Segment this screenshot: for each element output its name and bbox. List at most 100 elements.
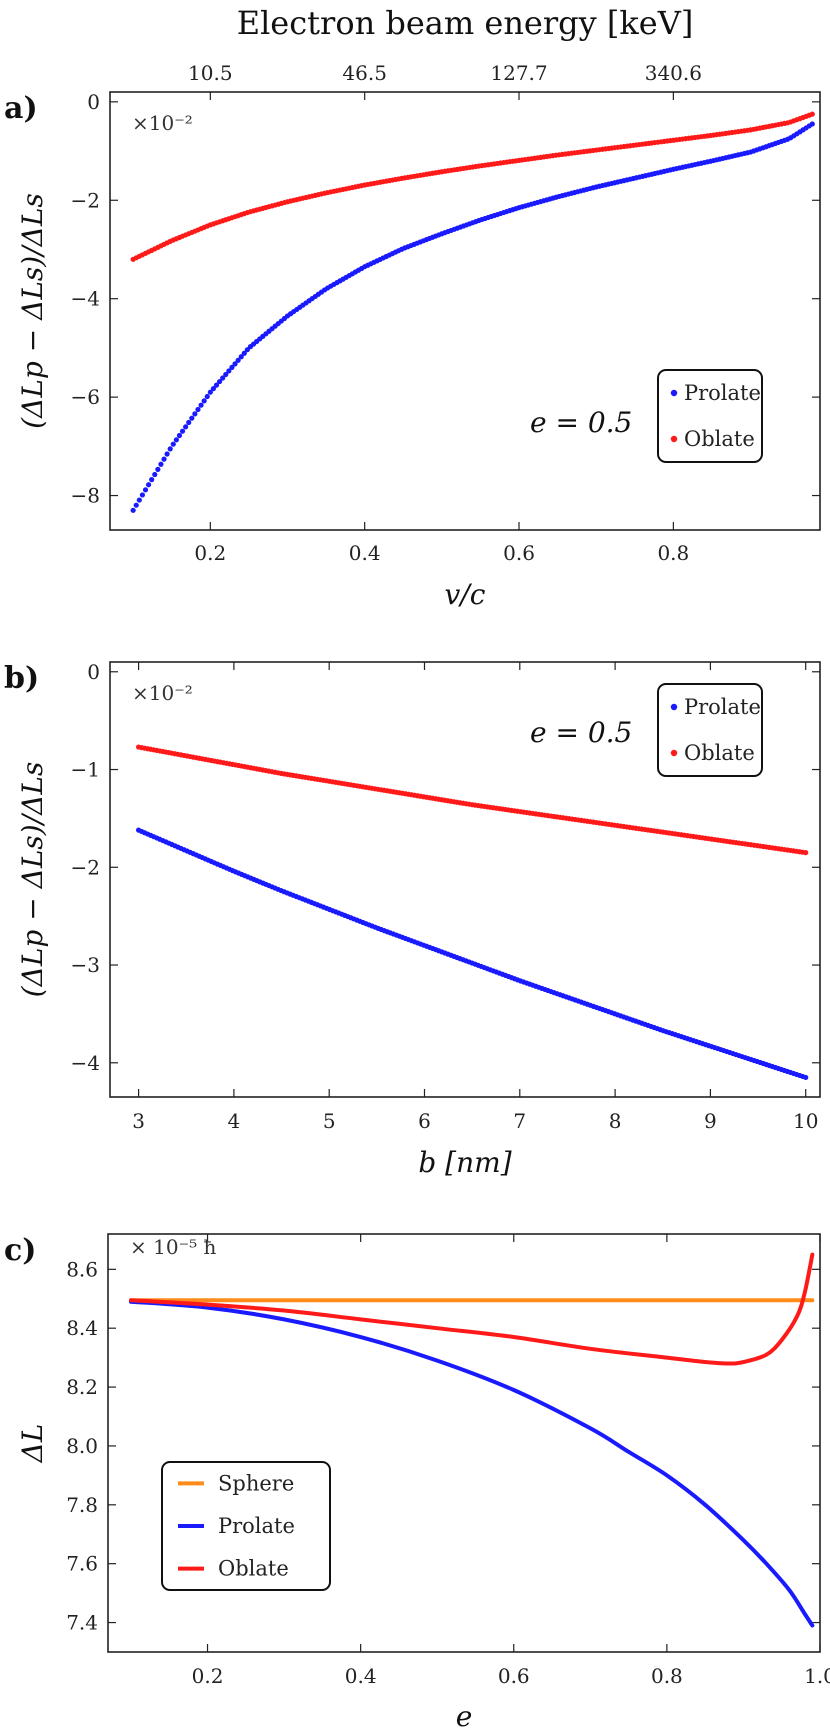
x-tick-label: 0.6: [498, 1664, 530, 1688]
data-point: [192, 411, 198, 417]
y-axis-label: (ΔLp − ΔLs)/ΔLs: [16, 193, 49, 429]
x-tick-label: 0.4: [345, 1664, 377, 1688]
panel-label: b): [4, 661, 39, 696]
chart-panel-1: a) 0.2 0.4 0.6 0.8 0 −2 −4 −6 −8 10.5 46.5 127.7 340.…: [4, 4, 821, 611]
data-point: [213, 382, 220, 388]
data-point: [149, 477, 155, 483]
x-tick-label: 4: [228, 1109, 241, 1133]
data-point: [170, 441, 176, 447]
legend-swatch-oblate: [670, 435, 678, 443]
series-prolate: [130, 121, 815, 513]
panel-label: a): [4, 91, 38, 126]
data-point: [809, 121, 815, 127]
data-point: [229, 364, 235, 370]
x-tick-label: 10: [793, 1109, 818, 1133]
data-point: [173, 437, 179, 443]
data-point: [226, 368, 232, 374]
x-tick-label: 0.6: [503, 541, 535, 565]
y-tick-label: 8.4: [66, 1316, 98, 1340]
data-point: [232, 361, 238, 367]
data-point: [241, 350, 247, 356]
plot-frame: [107, 1233, 821, 1653]
legend: Prolate Oblate: [657, 369, 763, 463]
data-point: [161, 456, 167, 462]
y-tick-label: −1: [71, 758, 100, 782]
legend-label-oblate: Oblate: [684, 427, 755, 451]
x-tick-label: 8: [609, 1109, 622, 1133]
x-tick-label: 7: [513, 1109, 526, 1133]
y-tick-label: −2: [71, 188, 100, 212]
y-axis-label: ΔL: [16, 1424, 49, 1464]
y-tick-label: 8.2: [66, 1375, 98, 1399]
plot-frame: [109, 91, 821, 531]
series-prolate: [135, 827, 809, 1081]
data-point: [216, 378, 223, 385]
top-tick-label: 127.7: [490, 61, 547, 85]
x-axis-label: b [nm]: [418, 1146, 511, 1179]
data-point: [198, 402, 204, 408]
top-axis-label: Electron beam energy [keV]: [237, 4, 694, 42]
y-tick-label: 8.6: [66, 1257, 98, 1281]
legend-label-sphere: Sphere: [218, 1471, 294, 1495]
legend-label-prolate: Prolate: [218, 1514, 295, 1538]
series-line-oblate: [128, 1252, 815, 1366]
data-point: [195, 406, 201, 413]
legend-swatch-prolate: [670, 703, 678, 711]
legend-label-prolate: Prolate: [684, 695, 761, 719]
x-tick-label: 1.0: [804, 1664, 830, 1688]
data-point: [152, 471, 158, 478]
data-point: [155, 466, 161, 472]
data-point: [167, 446, 173, 452]
data-point: [235, 357, 241, 363]
y-tick-label: −4: [71, 1051, 100, 1075]
data-point: [183, 424, 189, 430]
plot-frame: [109, 661, 821, 1098]
data-point: [158, 461, 164, 467]
y-tick-label: −4: [71, 287, 100, 311]
legend-box: [161, 1461, 331, 1591]
data-point: [189, 415, 195, 421]
x-tick-label: 9: [704, 1109, 717, 1133]
y-tick-label: 7.4: [66, 1611, 98, 1635]
scale-multiplier: ×10⁻²: [132, 681, 193, 705]
top-tick-label: 46.5: [342, 61, 387, 85]
y-tick-label: 0: [87, 660, 100, 684]
data-point: [142, 487, 149, 493]
chart-panel-2: b) 3 4 5 6 7 8 9 10 0 −1 −2 −3 −4 b [nm] (ΔLp − ΔLs)/ΔL…: [4, 660, 821, 1179]
legend-swatch-oblate: [670, 749, 678, 757]
legend-box: [657, 369, 763, 463]
data-point: [803, 850, 809, 856]
y-tick-label: 7.8: [66, 1493, 98, 1517]
data-point: [176, 432, 183, 439]
x-tick-label: 0.2: [194, 541, 226, 565]
legend-box: [657, 683, 763, 777]
data-point: [238, 354, 244, 360]
y-tick-label: −2: [71, 855, 100, 879]
data-point: [210, 386, 217, 392]
data-point: [207, 389, 213, 395]
eccentricity-annotation: e = 0.5: [530, 406, 632, 439]
series-line-prolate: [128, 1299, 815, 1628]
x-axis-label: e: [456, 1700, 473, 1733]
data-point: [809, 111, 815, 117]
data-point: [803, 1074, 809, 1081]
y-tick-label: 7.6: [66, 1552, 98, 1576]
data-point: [186, 419, 192, 426]
eccentricity-annotation: e = 0.5: [530, 716, 632, 749]
legend: Prolate Oblate: [657, 683, 763, 777]
x-tick-label: 6: [418, 1109, 431, 1133]
x-tick-label: 0.4: [349, 541, 381, 565]
y-tick-label: −8: [71, 484, 100, 508]
scale-multiplier: ×10⁻²: [132, 111, 193, 135]
legend-label-prolate: Prolate: [684, 381, 761, 405]
data-point: [164, 451, 170, 457]
x-axis-label: v/c: [445, 578, 486, 611]
x-tick-label: 0.8: [651, 1664, 683, 1688]
data-point: [136, 497, 142, 503]
legend: Sphere Prolate Oblate: [161, 1461, 331, 1591]
y-tick-label: −6: [71, 385, 100, 409]
scale-multiplier: × 10⁻⁵ ħ: [130, 1235, 216, 1259]
legend-label-oblate: Oblate: [684, 741, 755, 765]
chart-panel-3: c) 0.2 0.4 0.6 0.8 1.0 7.4 7.6 7.8 8.0 8.2 8.4 8.6 e Δ…: [4, 1233, 830, 1733]
